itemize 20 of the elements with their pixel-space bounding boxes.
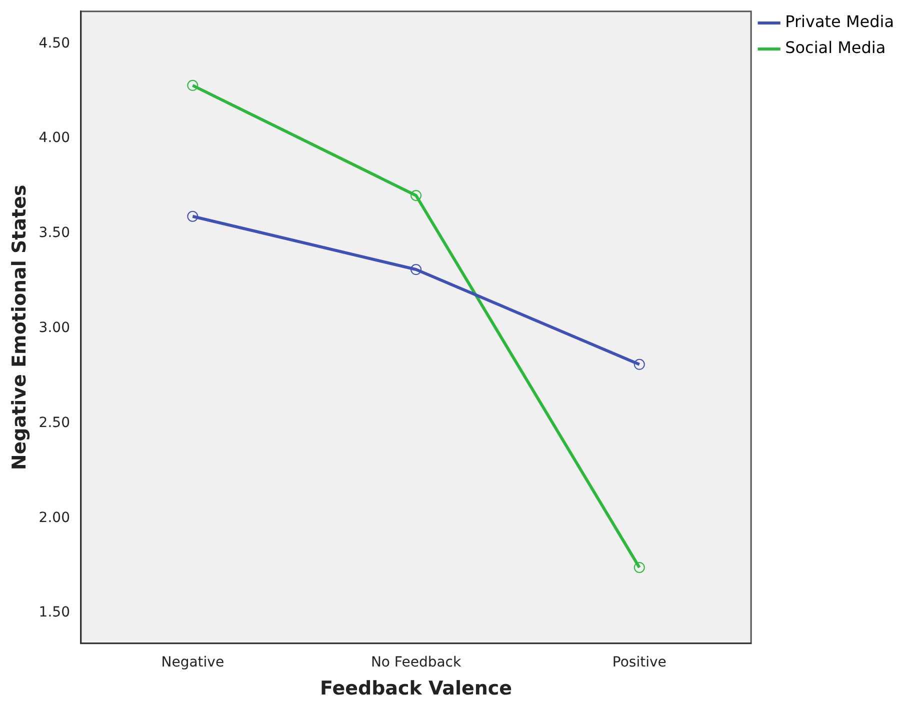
x-tick-label: No Feedback [370, 654, 462, 670]
x-tick-label: Positive [612, 654, 666, 670]
x-axis-title: Feedback Valence [320, 678, 512, 700]
point [410, 190, 422, 201]
legend-label: Social Media [785, 38, 886, 58]
y-tick-label: 2.50 [38, 414, 70, 431]
y-tick-label: 1.50 [38, 604, 70, 621]
y-tick-label: 3.50 [38, 225, 70, 242]
point [410, 264, 422, 276]
x-tick-label: Negative [161, 654, 224, 670]
point [634, 562, 645, 573]
y-tick-label: 4.00 [38, 130, 70, 146]
y-tick-label: 4.50 [38, 35, 70, 52]
point [187, 80, 198, 91]
legend-label: Private Media [785, 12, 894, 32]
y-axis-title: Negative Emotional States [8, 184, 30, 470]
y-tick-label: 3.00 [38, 320, 70, 336]
y-tick-label: 2.00 [38, 510, 70, 526]
point [634, 358, 645, 370]
point [187, 210, 198, 222]
